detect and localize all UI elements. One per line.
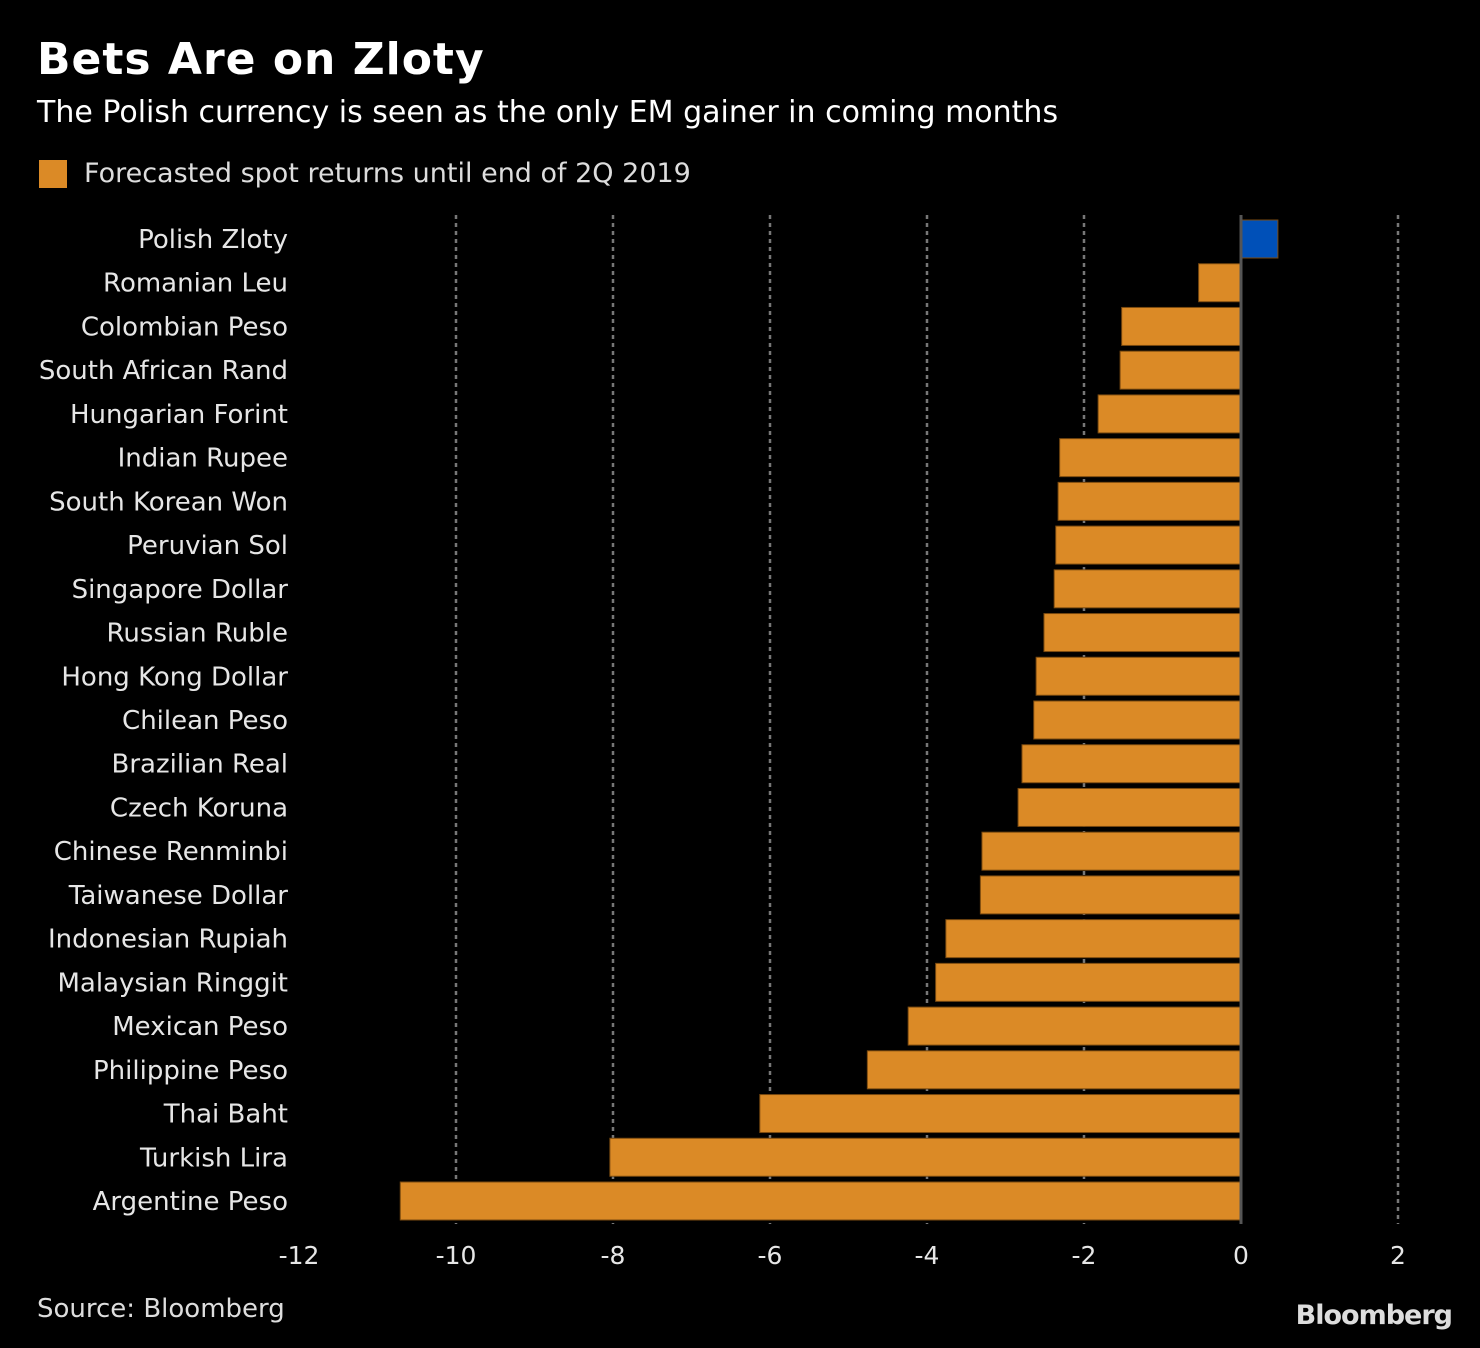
bar	[1021, 744, 1242, 784]
category-label: Malaysian Ringgit	[57, 968, 288, 998]
category-label: South African Rand	[39, 356, 288, 386]
bar	[609, 1137, 1242, 1177]
category-label: Brazilian Real	[111, 750, 288, 780]
x-tick-label: -2	[1072, 1241, 1097, 1270]
category-label: Thai Baht	[163, 1100, 288, 1130]
bar	[1055, 525, 1242, 565]
bar	[979, 875, 1242, 915]
legend-label: Forecasted spot returns until end of 2Q …	[84, 158, 691, 189]
chart-subtitle: The Polish currency is seen as the only …	[37, 95, 1059, 130]
bar	[1053, 569, 1242, 609]
bar	[1059, 438, 1242, 478]
bar	[399, 1181, 1242, 1221]
category-label: Russian Ruble	[107, 619, 288, 649]
category-label: Mexican Peso	[112, 1012, 288, 1042]
bar	[1097, 394, 1242, 434]
category-label: Turkish Lira	[139, 1143, 288, 1173]
legend-swatch	[39, 159, 67, 188]
x-tick-label: -12	[279, 1241, 320, 1270]
category-label: Czech Koruna	[110, 793, 288, 823]
bar	[1043, 613, 1242, 653]
bloomberg-logo: Bloomberg	[1295, 1300, 1453, 1331]
category-label: Hungarian Forint	[70, 400, 288, 430]
bar	[1240, 219, 1279, 259]
category-label: Chinese Renminbi	[54, 837, 288, 867]
category-label: Chilean Peso	[122, 706, 288, 736]
bar	[935, 962, 1242, 1002]
category-label: Hong Kong Dollar	[61, 662, 288, 692]
category-label: Argentine Peso	[93, 1187, 288, 1217]
category-label: Romanian Leu	[103, 269, 288, 299]
x-tick-label: -4	[915, 1241, 940, 1270]
category-label: Taiwanese Dollar	[68, 881, 289, 911]
category-label: Indonesian Rupiah	[48, 925, 288, 955]
bar	[1121, 306, 1242, 346]
category-label: Philippine Peso	[93, 1056, 288, 1086]
bar	[866, 1050, 1242, 1090]
x-tick-label: -6	[758, 1241, 783, 1270]
bar	[981, 831, 1242, 871]
bar	[1017, 787, 1242, 827]
bar	[759, 1094, 1242, 1134]
x-tick-label: -10	[436, 1241, 477, 1270]
category-label: South Korean Won	[49, 487, 288, 517]
x-tick-label: -8	[601, 1241, 626, 1270]
category-label: Polish Zloty	[138, 225, 288, 255]
source-note: Source: Bloomberg	[37, 1294, 285, 1324]
bar	[1119, 350, 1242, 390]
bar	[945, 919, 1242, 959]
category-label: Colombian Peso	[81, 312, 288, 342]
bar	[1033, 700, 1242, 740]
bar	[1035, 656, 1242, 696]
category-label: Peruvian Sol	[127, 531, 288, 561]
x-tick-label: 2	[1390, 1241, 1406, 1270]
bar	[907, 1006, 1242, 1046]
bar	[1198, 263, 1242, 303]
category-label: Singapore Dollar	[72, 575, 289, 605]
legend: Forecasted spot returns until end of 2Q …	[39, 158, 691, 189]
chart-title: Bets Are on Zloty	[37, 34, 485, 85]
x-tick-label: 0	[1233, 1241, 1249, 1270]
category-label: Indian Rupee	[118, 444, 288, 474]
bar	[1057, 481, 1242, 521]
